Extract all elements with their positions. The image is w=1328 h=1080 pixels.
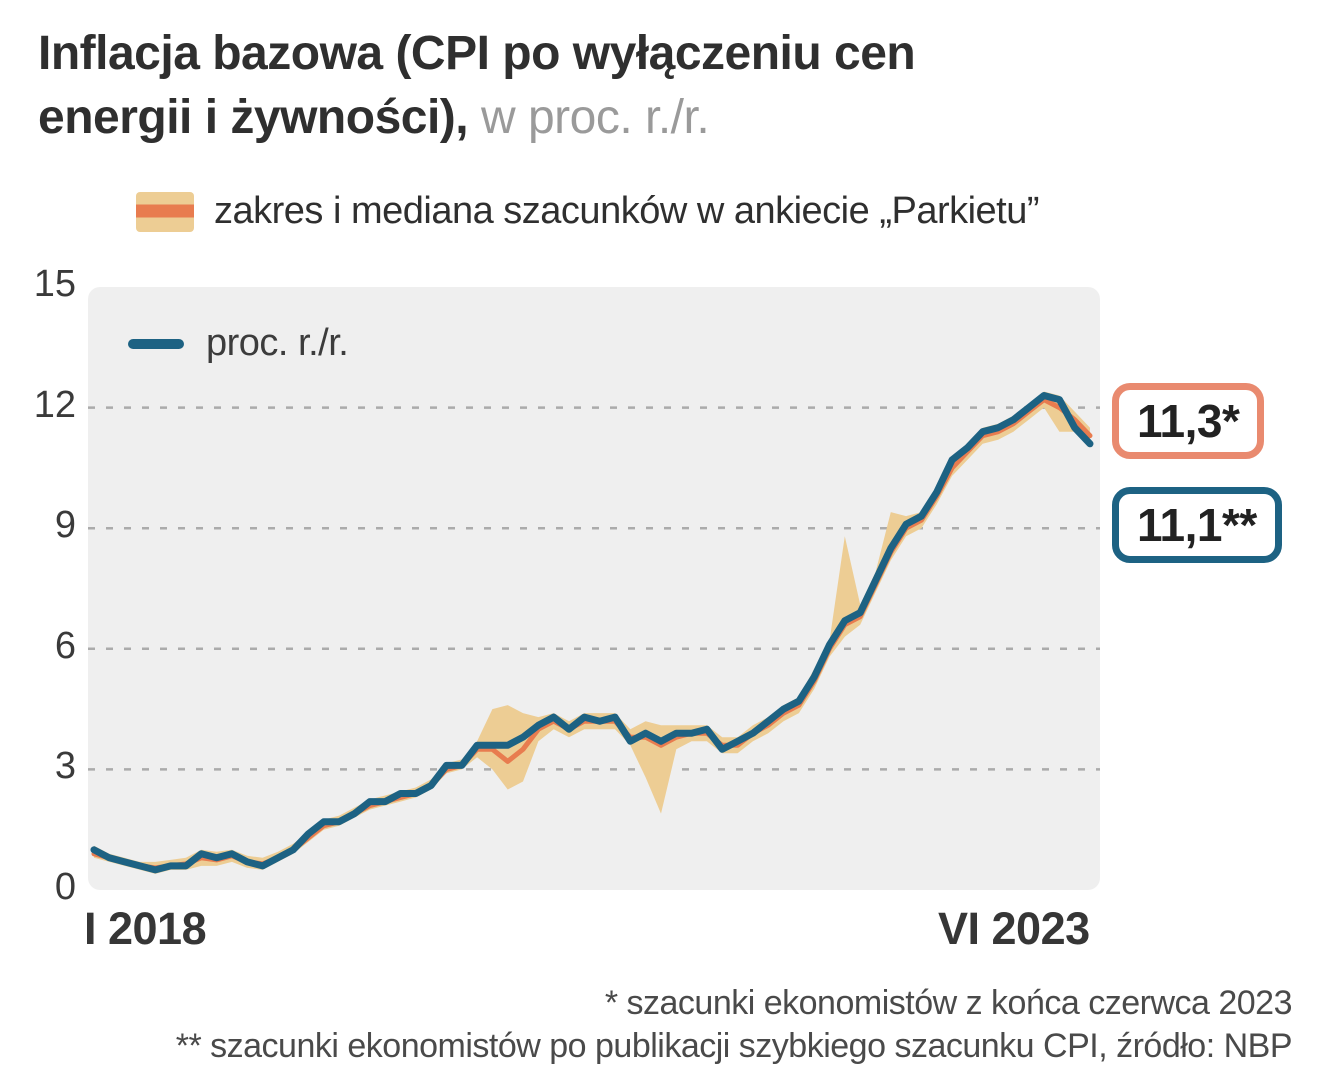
chart-title: Inflacja bazowa (CPI po wyłączeniu cen e…: [38, 22, 1288, 151]
end-value-badges: 11,3* 11,1**: [1112, 383, 1282, 563]
chart-subtitle: w proc. r./r.: [468, 91, 710, 145]
inner-legend-label: proc. r./r.: [206, 322, 349, 364]
y-tick-label: 6: [54, 624, 76, 667]
legend-band-label: zakres i mediana szacunków w ankiecie „P…: [214, 190, 1040, 232]
title-line-2: energii i żywności),: [38, 91, 469, 145]
x-axis-label-start: I 2018: [84, 903, 207, 954]
y-tick-label: 9: [54, 504, 76, 547]
legend-band: zakres i mediana szacunków w ankiecie „P…: [136, 190, 1040, 233]
title-line-1: Inflacja bazowa (CPI po wyłączeniu cen: [38, 27, 916, 80]
chart-svg: [88, 391, 1100, 874]
footnote-1: * szacunki ekonomistów z końca czerwca 2…: [604, 984, 1293, 1022]
y-tick-label: 15: [33, 263, 76, 305]
band-swatch-icon: [136, 191, 194, 232]
y-tick-label: 0: [54, 866, 76, 908]
footnote-2: ** szacunki ekonomistów po publikacji sz…: [175, 1026, 1293, 1065]
y-tick-label: 3: [54, 745, 76, 788]
estimate-badge: 11,3*: [1112, 383, 1265, 459]
footnotes: * szacunki ekonomistów z końca czerwca 2…: [32, 982, 1293, 1067]
plot-area: [88, 287, 1100, 890]
actual-badge: 11,1**: [1112, 487, 1282, 563]
x-axis-label-end: VI 2023: [938, 903, 1090, 954]
line-swatch-icon: [128, 338, 184, 349]
y-tick-label: 12: [33, 383, 76, 426]
inner-legend: proc. r./r.: [128, 322, 349, 365]
